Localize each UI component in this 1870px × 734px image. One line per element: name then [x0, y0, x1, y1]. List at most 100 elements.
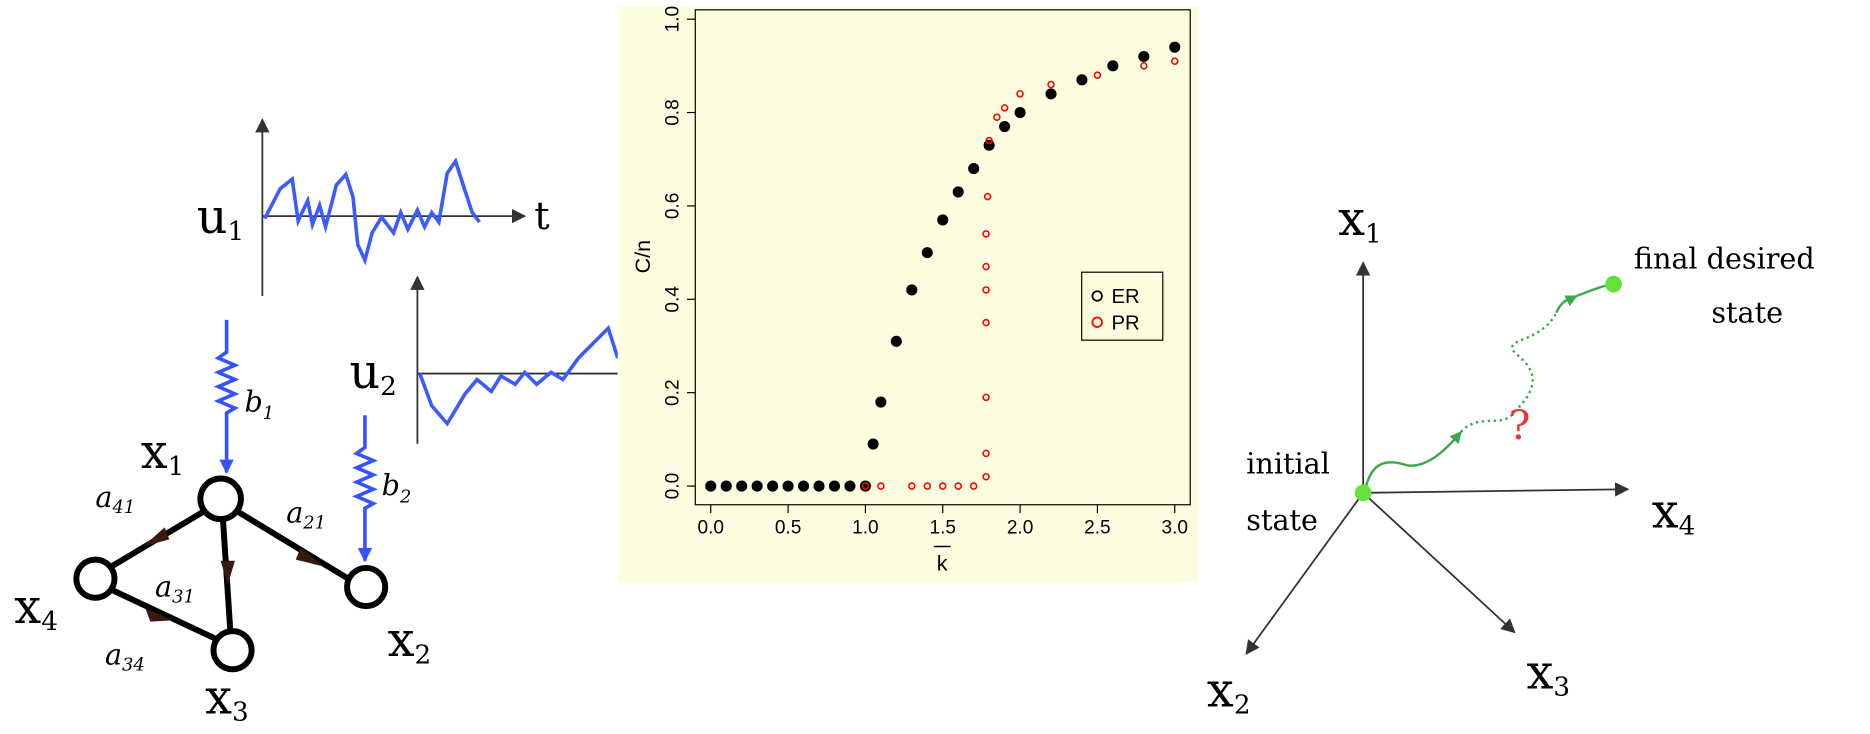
point	[844, 480, 856, 492]
x-tick-label: 1.0	[852, 517, 879, 538]
point	[937, 214, 949, 226]
label: 3	[1553, 673, 1570, 703]
edge	[112, 587, 216, 642]
x-tick-label: 2.5	[1084, 517, 1111, 538]
label: x	[1652, 484, 1679, 539]
point	[875, 396, 887, 408]
right-diagram: x1 x4 x2 x3 ? initial state final desire…	[1207, 192, 1815, 720]
point	[982, 230, 990, 238]
label: x	[388, 613, 415, 668]
label: 21	[302, 513, 326, 534]
axis-label: x2	[1207, 663, 1251, 720]
point	[720, 480, 732, 492]
input-label: u1	[197, 190, 244, 247]
point	[908, 482, 916, 490]
label: 1	[227, 217, 244, 247]
label: b	[244, 385, 262, 419]
label: a	[105, 638, 122, 672]
coupling	[213, 319, 240, 474]
node-label: x1	[141, 425, 185, 482]
node	[73, 556, 118, 601]
time-label: t	[534, 194, 550, 238]
label: a	[286, 496, 303, 530]
x-tick-label: 1.5	[929, 517, 956, 538]
y-tick-label: 0.0	[663, 473, 684, 500]
legend-label: ER	[1112, 286, 1140, 308]
point	[982, 286, 990, 294]
question-mark: ?	[1509, 401, 1531, 449]
node	[197, 475, 244, 523]
initial-point	[1354, 484, 1372, 502]
point	[1107, 60, 1119, 72]
label: 1	[168, 452, 185, 482]
point	[1170, 57, 1179, 65]
initial-label: initial	[1246, 447, 1330, 481]
point	[1093, 71, 1102, 79]
point	[969, 482, 978, 490]
label: u	[197, 190, 228, 245]
point	[1045, 88, 1057, 100]
axis-label: x1	[1338, 192, 1382, 249]
x-tick-label: 2.0	[1007, 517, 1034, 538]
node-label: x4	[14, 580, 58, 637]
arrow	[143, 527, 170, 547]
point	[906, 284, 918, 296]
y-tick-label: 0.2	[663, 379, 684, 406]
label: 2	[380, 372, 397, 402]
point	[877, 482, 885, 490]
point	[1169, 41, 1181, 53]
legend	[1081, 271, 1164, 341]
label: a	[155, 570, 172, 604]
point	[705, 480, 717, 492]
point	[736, 480, 748, 492]
point	[1138, 50, 1150, 63]
label: 34	[122, 655, 145, 676]
point	[982, 393, 990, 402]
initial-label: state	[1246, 503, 1318, 537]
trajectory	[1364, 431, 1462, 490]
edge-label: a31	[155, 570, 195, 608]
point	[982, 262, 990, 271]
node-label: x2	[388, 613, 432, 670]
label: 2	[1234, 690, 1251, 720]
x-axis-label: k	[937, 551, 948, 575]
coupling-label: b2	[382, 468, 412, 507]
x-tick-label: 3.0	[1161, 517, 1188, 538]
point	[1000, 104, 1009, 112]
legend-marker	[1091, 316, 1103, 328]
point	[982, 472, 990, 481]
label: x	[205, 670, 232, 725]
edge-arrows	[143, 527, 325, 622]
input-signal	[263, 157, 481, 266]
y-tick-label: 0.6	[663, 193, 684, 220]
label: 2	[399, 486, 411, 507]
edge-label: a21	[286, 496, 326, 534]
label: 1	[1365, 219, 1382, 249]
point	[982, 449, 990, 458]
point	[985, 136, 993, 145]
point	[993, 113, 1001, 121]
uncertain-trajectory	[1460, 312, 1558, 433]
y-tick-label: 0.4	[663, 286, 684, 313]
label: 3	[232, 698, 249, 728]
point	[1014, 106, 1026, 119]
label: x	[1338, 192, 1365, 247]
x-tick-label: 0.5	[775, 517, 802, 538]
axis	[1363, 482, 1630, 497]
point	[782, 480, 794, 492]
label: 4	[41, 607, 58, 637]
coupling	[352, 415, 378, 563]
label: x	[141, 425, 168, 480]
point	[1016, 90, 1024, 98]
label: x	[14, 580, 41, 635]
arrow	[145, 608, 173, 622]
point	[954, 482, 962, 490]
left-diagram: u1 t u2 b1 b2 x1 x2 x3 x4	[14, 118, 620, 728]
arrow	[295, 547, 325, 567]
input-signal	[418, 324, 620, 427]
x-tick-label: 0.0	[697, 517, 724, 538]
node-label: x3	[205, 670, 249, 727]
edge-label: a34	[105, 638, 145, 676]
final-point	[1605, 275, 1622, 293]
label: a	[95, 480, 112, 514]
